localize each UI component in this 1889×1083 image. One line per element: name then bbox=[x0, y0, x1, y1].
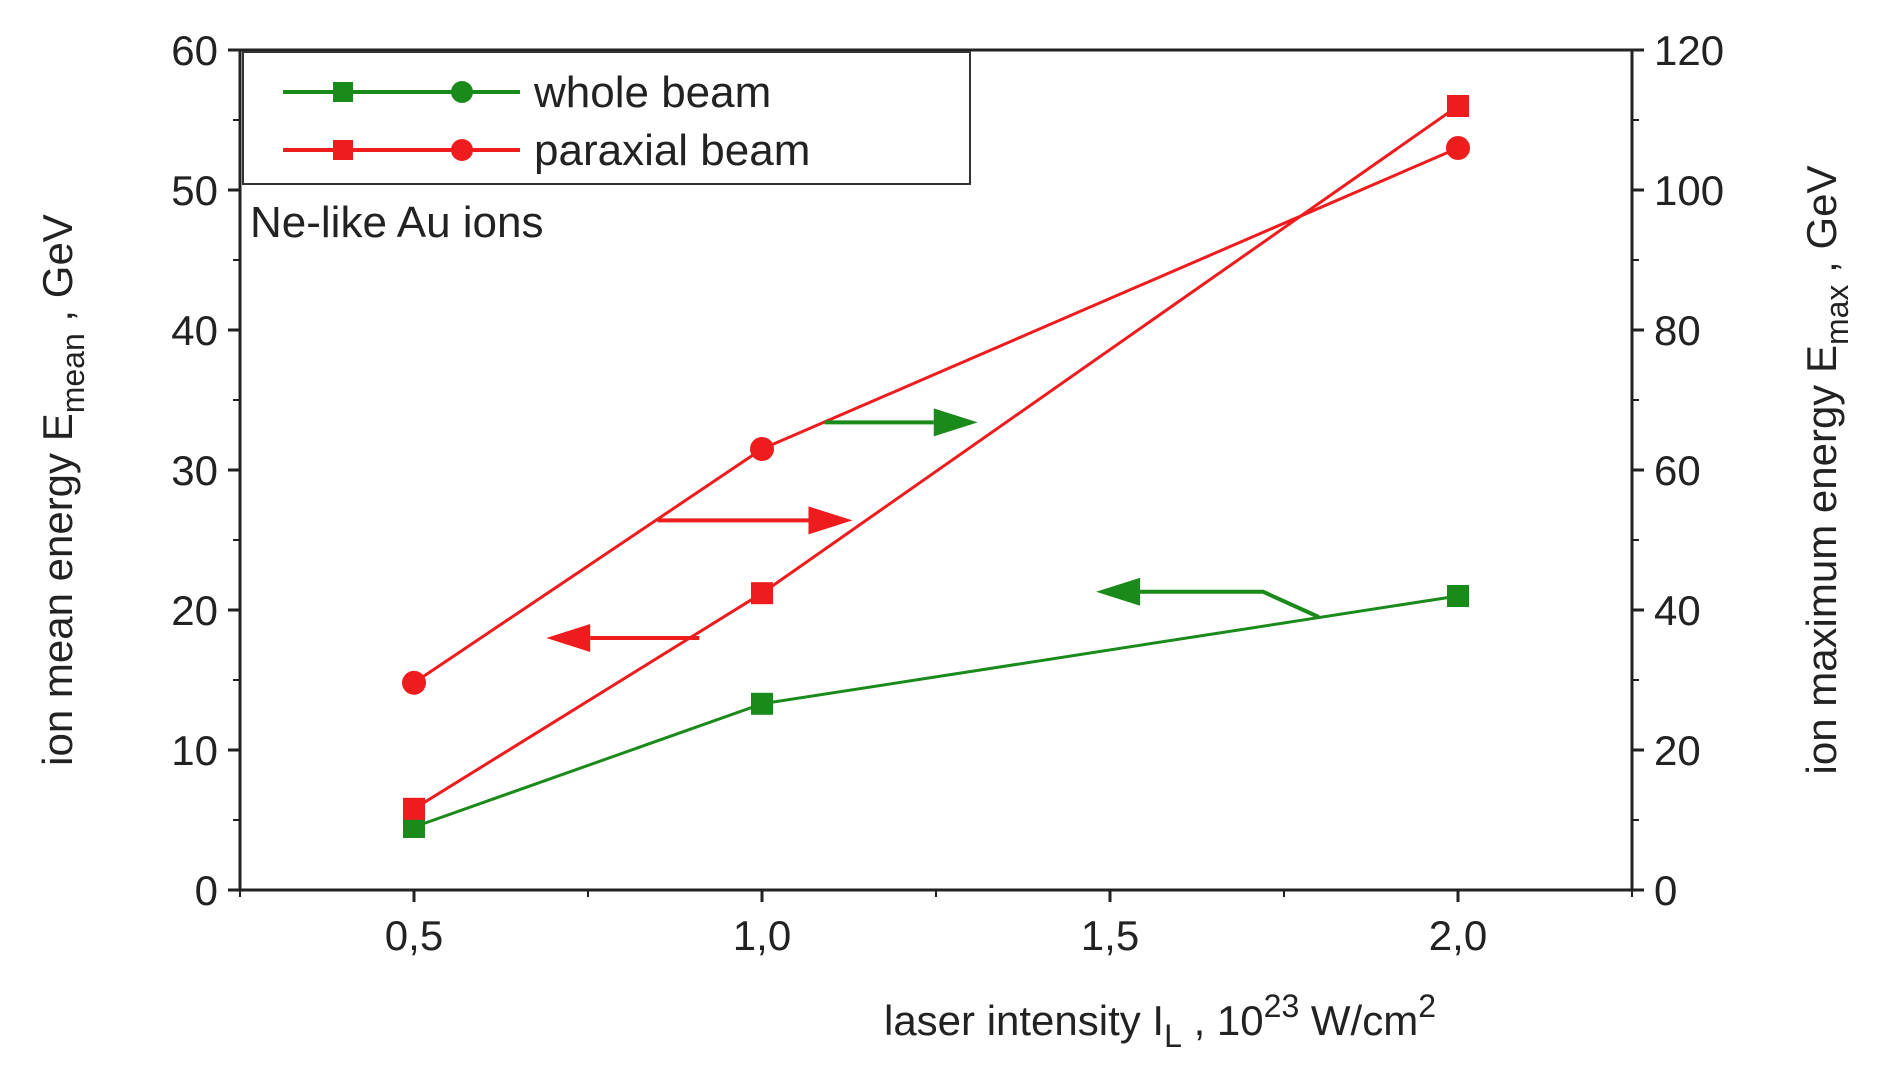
arrow-green-left bbox=[1096, 577, 1320, 619]
data-point-square bbox=[751, 692, 773, 715]
arrow-red-right bbox=[657, 506, 853, 535]
x-axis-title-prefix: , 10 bbox=[1182, 997, 1264, 1044]
x-tick-label: 1,0 bbox=[733, 912, 791, 959]
x-axis-title-sup2: 2 bbox=[1418, 988, 1436, 1024]
annotation-arrows bbox=[546, 408, 1320, 652]
arrow-green-right bbox=[824, 408, 978, 437]
y-axis-right-title-unit: , GeV bbox=[1798, 165, 1845, 284]
y-right-tick-label: 0 bbox=[1654, 867, 1677, 914]
y-left-tick-label: 0 bbox=[195, 867, 218, 914]
legend-marker-whole-beam-circle bbox=[451, 81, 473, 103]
annotation-ne-like-au-ions: Ne-like Au ions bbox=[250, 198, 543, 247]
y-right-tick-label: 40 bbox=[1654, 587, 1701, 634]
y-axis-right-title-sub: max bbox=[1819, 285, 1855, 345]
legend-box bbox=[242, 51, 971, 185]
data-point-square bbox=[1447, 585, 1469, 607]
series-line-1 bbox=[413, 104, 1459, 811]
x-tick-label: 0,5 bbox=[385, 912, 443, 959]
y-left-tick-label: 50 bbox=[171, 167, 218, 214]
arrow-green-right-head bbox=[933, 408, 978, 437]
data-point-square bbox=[1447, 95, 1469, 117]
y-axis-left-title: ion mean energy Emean , GeV bbox=[34, 214, 91, 766]
y-axis-left-title-unit: , GeV bbox=[34, 214, 81, 333]
data-point-square bbox=[403, 816, 425, 838]
arrow-green-left-head bbox=[1096, 577, 1141, 606]
data-point-square bbox=[751, 582, 773, 605]
x-axis-title: laser intensity IL , 1023 W/cm2 bbox=[884, 988, 1436, 1054]
legend-marker-paraxial-beam-square bbox=[333, 140, 353, 160]
y-left-tick-label: 10 bbox=[171, 727, 218, 774]
legend-marker-whole-beam-square bbox=[333, 82, 353, 102]
y-axis-right-title: ion maximum energy Emax , GeV bbox=[1798, 165, 1855, 774]
arrow-red-left-head bbox=[546, 624, 591, 652]
data-point-square bbox=[403, 797, 425, 820]
y-right-tick-label: 60 bbox=[1654, 447, 1701, 494]
legend-label-paraxial-beam: paraxial beam bbox=[534, 126, 810, 175]
y-right-tick-label: 80 bbox=[1654, 307, 1701, 354]
data-point-circle bbox=[1446, 136, 1470, 160]
x-axis-title-unit: W/cm bbox=[1299, 997, 1418, 1044]
y-axis-right-title-main: ion maximum energy E bbox=[1798, 345, 1845, 775]
axis-ticks: 0,5 1,0 1,5 2,0 0 10 20 30 40 50 60 0 20 40 60 80 100 120 bbox=[171, 27, 1724, 959]
y-axis-left-title-main: ion mean energy E bbox=[34, 413, 81, 766]
legend: whole beam paraxial beam bbox=[242, 51, 971, 185]
data-point-circle bbox=[750, 437, 774, 461]
legend-label-whole-beam: whole beam bbox=[533, 68, 771, 117]
x-axis-title-sup: 23 bbox=[1264, 988, 1300, 1024]
x-axis-title-sub: L bbox=[1164, 1018, 1182, 1054]
y-left-tick-label: 30 bbox=[171, 447, 218, 494]
y-right-tick-label: 100 bbox=[1654, 167, 1724, 214]
y-right-tick-label: 20 bbox=[1654, 727, 1701, 774]
y-left-tick-label: 40 bbox=[171, 307, 218, 354]
y-axis-left-title-sub: mean bbox=[55, 333, 91, 413]
arrow-red-right-head bbox=[808, 506, 853, 535]
series-layer bbox=[402, 95, 1470, 838]
arrow-red-left bbox=[546, 624, 700, 652]
legend-marker-paraxial-beam-circle bbox=[451, 139, 473, 161]
y-left-tick-label: 20 bbox=[171, 587, 218, 634]
y-right-tick-label: 120 bbox=[1654, 27, 1724, 74]
y-left-tick-label: 60 bbox=[171, 27, 218, 74]
arrow-green-left-shaft bbox=[1140, 589, 1320, 619]
x-tick-label: 2,0 bbox=[1429, 912, 1487, 959]
x-axis-title-main: laser intensity I bbox=[884, 997, 1164, 1044]
data-point-circle bbox=[402, 670, 426, 695]
x-tick-label: 1,5 bbox=[1081, 912, 1139, 959]
